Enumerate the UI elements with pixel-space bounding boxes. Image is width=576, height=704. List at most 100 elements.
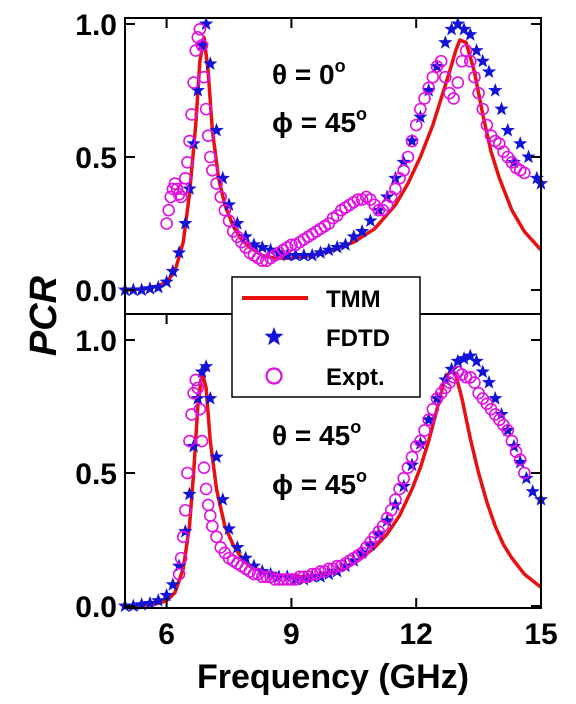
top-ytick-label: 1.0 bbox=[75, 9, 117, 42]
bottom-expt-point bbox=[501, 424, 515, 437]
top-fdtd-point bbox=[255, 239, 270, 254]
top-annotation-phi: ϕ = 45o bbox=[272, 104, 367, 138]
bottom-fdtd-point bbox=[209, 449, 224, 464]
legend-label-tmm: TMM bbox=[326, 286, 381, 313]
top-fdtd-point bbox=[296, 247, 312, 262]
bottom-expt-point bbox=[201, 498, 215, 512]
bottom-fdtd-point bbox=[450, 353, 465, 368]
top-fdtd-point bbox=[388, 170, 403, 185]
top-expt-point bbox=[418, 92, 431, 105]
bottom-expt-point bbox=[330, 559, 344, 573]
top-expt-point bbox=[203, 150, 217, 164]
top-fdtd-point bbox=[194, 37, 210, 52]
panel-top: 0.0 0.5 1.0 θ = 0o ϕ = 45o bbox=[75, 9, 549, 315]
top-expt-point bbox=[480, 118, 494, 132]
bottom-expt-point bbox=[191, 381, 205, 395]
top-fdtd-point bbox=[230, 216, 245, 230]
top-expt-point bbox=[162, 203, 175, 217]
top-fdtd-point bbox=[305, 247, 320, 262]
top-expt-point bbox=[422, 81, 435, 95]
bottom-expt-point bbox=[468, 376, 481, 389]
top-fdtd-point bbox=[456, 21, 472, 36]
top-expt-point bbox=[463, 54, 477, 68]
bottom-ytick-label: 0.5 bbox=[75, 458, 117, 491]
bottom-fdtd-point bbox=[182, 486, 197, 501]
bottom-expt-point bbox=[426, 402, 440, 416]
bottom-fdtd-point bbox=[159, 587, 174, 602]
top-expt-point bbox=[426, 70, 440, 84]
xtick-label: 9 bbox=[283, 618, 300, 651]
top-expt-point bbox=[472, 86, 485, 100]
top-expt-point bbox=[222, 214, 236, 228]
bottom-expt-point bbox=[401, 461, 415, 474]
bottom-fdtd-point bbox=[488, 391, 503, 405]
bottom-fdtd-point bbox=[481, 375, 497, 389]
bottom-expt-point bbox=[305, 567, 319, 581]
top-expt-point bbox=[185, 108, 198, 121]
bottom-expt-point bbox=[314, 565, 327, 578]
top-fdtd-point bbox=[363, 213, 378, 227]
top-expt-point bbox=[201, 129, 215, 143]
bottom-fdtd-point bbox=[194, 364, 210, 378]
bottom-expt-point bbox=[203, 509, 217, 522]
bottom-fdtd-point bbox=[456, 351, 472, 365]
top-fdtd-point bbox=[444, 21, 459, 36]
top-fdtd-point bbox=[142, 281, 158, 295]
top-data-layer bbox=[117, 16, 549, 297]
top-fdtd-point bbox=[190, 83, 205, 97]
bottom-expt-point bbox=[268, 573, 282, 586]
top-expt-point bbox=[174, 190, 188, 204]
top-fdtd-point bbox=[221, 197, 237, 211]
top-fdtd-point bbox=[521, 149, 536, 164]
bottom-expt-point bbox=[199, 482, 213, 496]
top-expt-point bbox=[206, 164, 219, 177]
legend: TMM FDTD Expt. bbox=[231, 276, 421, 398]
bottom-fdtd-point bbox=[469, 353, 484, 368]
bottom-fdtd-point bbox=[171, 558, 187, 573]
top-fdtd-point bbox=[171, 245, 187, 259]
top-expt-point bbox=[199, 102, 213, 116]
top-expt-point bbox=[160, 217, 173, 230]
bottom-expt-point bbox=[397, 472, 411, 485]
top-expt-point bbox=[181, 156, 194, 169]
bottom-fdtd-point bbox=[142, 595, 158, 610]
top-fdtd-point bbox=[500, 122, 515, 137]
top-expt-point bbox=[214, 190, 227, 204]
top-fdtd-point bbox=[529, 170, 544, 185]
top-fdtd-point bbox=[488, 83, 503, 97]
top-y-ticks: 0.0 0.5 1.0 bbox=[75, 9, 541, 308]
bottom-expt-point bbox=[255, 570, 269, 584]
top-expt-point bbox=[439, 70, 452, 84]
bottom-expt-point bbox=[183, 434, 196, 448]
xtick-label: 6 bbox=[158, 618, 175, 651]
bottom-expt-point bbox=[405, 450, 419, 464]
bottom-fdtd-point bbox=[246, 558, 262, 573]
top-fdtd-point bbox=[313, 245, 328, 259]
x-axis-title: Frequency (GHz) bbox=[197, 658, 469, 696]
bottom-expt-point bbox=[384, 503, 398, 517]
top-fdtd-point bbox=[469, 43, 484, 57]
top-expt-point bbox=[409, 118, 423, 132]
top-expt-point bbox=[468, 70, 481, 84]
top-expt-point bbox=[195, 38, 209, 52]
bottom-expt-point bbox=[280, 573, 294, 586]
top-expt-point bbox=[187, 76, 200, 89]
top-expt-point bbox=[179, 171, 192, 185]
top-fdtd-point bbox=[203, 56, 218, 70]
top-fdtd-point bbox=[165, 263, 180, 278]
legend-label-fdtd: FDTD bbox=[326, 325, 390, 352]
bottom-expt-point bbox=[210, 530, 223, 544]
bottom-ytick-label: 0.0 bbox=[75, 591, 117, 624]
bottom-expt-point bbox=[195, 434, 209, 448]
bottom-fdtd-point bbox=[379, 513, 395, 527]
top-fdtd-point bbox=[481, 64, 497, 78]
panel-bottom: 0.0 0.5 1.0 6 9 12 15 θ = 45o ϕ = 45o bbox=[75, 18, 558, 651]
top-expt-point bbox=[255, 254, 269, 268]
legend-marker-expt bbox=[265, 367, 283, 385]
top-fdtd-point bbox=[421, 83, 436, 97]
top-expt-point bbox=[518, 166, 531, 180]
top-fdtd-point bbox=[494, 101, 509, 116]
bottom-expt-point bbox=[414, 434, 427, 448]
top-fdtd-point bbox=[178, 216, 193, 230]
top-fdtd-point bbox=[288, 247, 303, 262]
